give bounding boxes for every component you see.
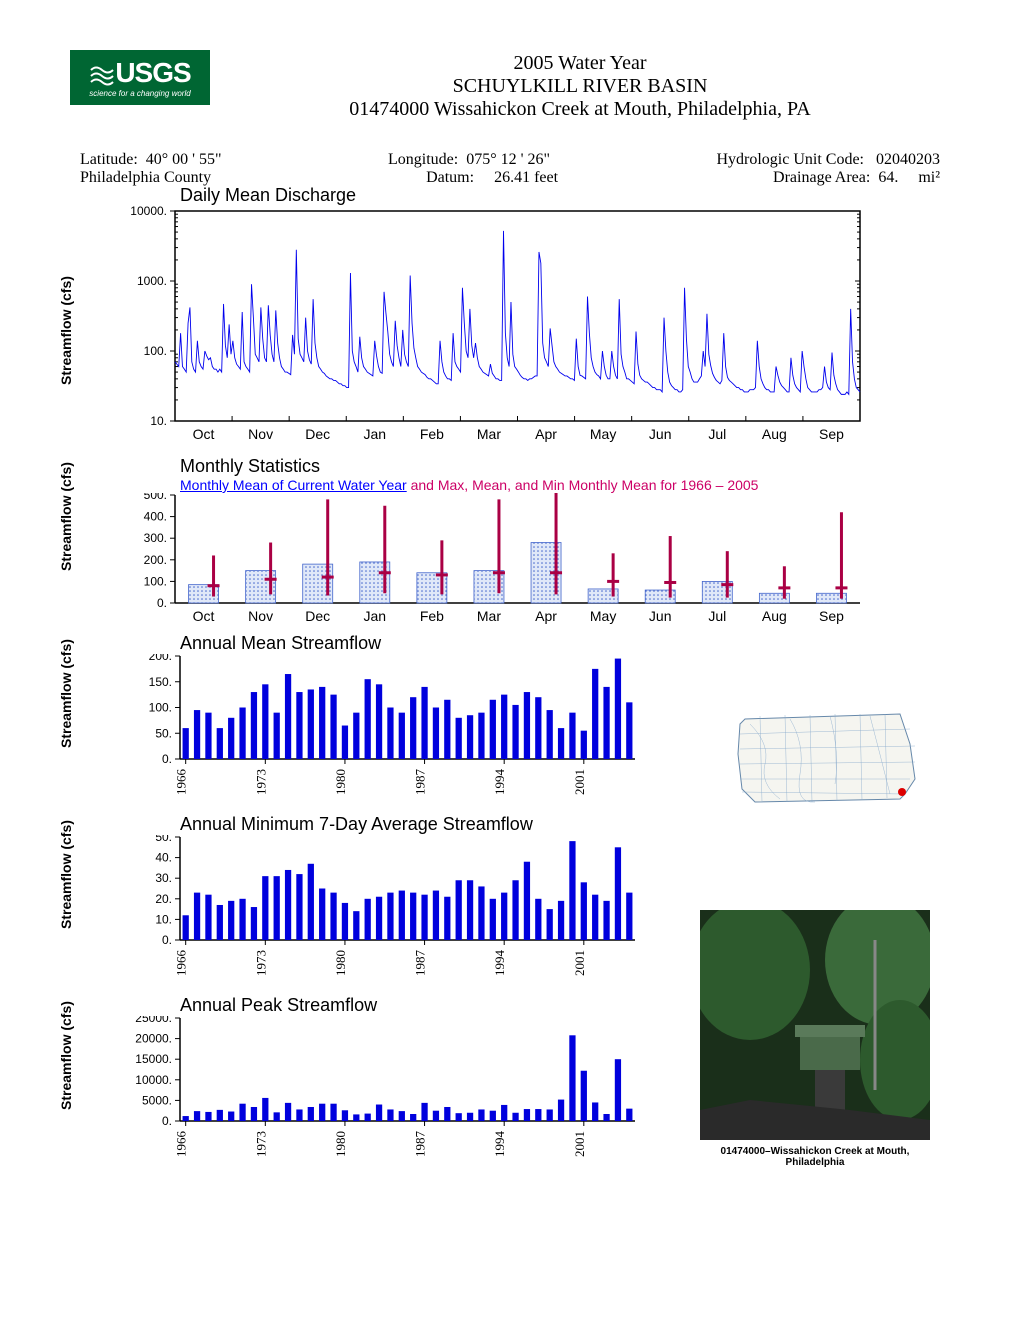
annual-min7-chart: 0. 10. 20. 30. 40. 50. 1966 1973 1980 1987 1994 200… xyxy=(80,835,640,995)
svg-text:2001: 2001 xyxy=(572,950,587,976)
svg-text:1994: 1994 xyxy=(492,769,507,796)
svg-text:Nov: Nov xyxy=(248,426,273,442)
logo-text: USGS xyxy=(115,57,190,89)
svg-text:Jan: Jan xyxy=(364,608,387,624)
svg-text:Dec: Dec xyxy=(305,608,330,624)
svg-text:1966: 1966 xyxy=(174,1131,189,1158)
svg-text:Feb: Feb xyxy=(420,426,444,442)
monthly-ylabel: Streamflow (cfs) xyxy=(58,462,74,571)
annual-peak-chart: 0. 5000. 10000. 15000. 20000. 25000. 1966 1973 1… xyxy=(80,1016,640,1186)
svg-text:Feb: Feb xyxy=(420,608,444,624)
svg-text:15000.: 15000. xyxy=(135,1052,172,1066)
state-map xyxy=(730,704,930,814)
annual-mean-title: Annual Mean Streamflow xyxy=(80,633,1020,654)
daily-ylabel: Streamflow (cfs) xyxy=(58,276,74,385)
svg-text:1987: 1987 xyxy=(413,950,428,977)
photo-caption: 01474000–Wissahickon Creek at Mouth, Phi… xyxy=(700,1146,930,1168)
svg-text:1966: 1966 xyxy=(174,769,189,796)
svg-text:200.: 200. xyxy=(149,654,172,663)
svg-text:1980: 1980 xyxy=(333,769,348,795)
svg-text:0.: 0. xyxy=(157,596,167,610)
svg-text:1994: 1994 xyxy=(492,950,507,977)
monthly-chart: 0. 100. 200. 300. 400. 500. Oct Nov Dec Jan Feb Mar… xyxy=(80,493,870,633)
svg-text:Apr: Apr xyxy=(535,426,557,442)
svg-text:Apr: Apr xyxy=(535,608,557,624)
svg-text:10.: 10. xyxy=(150,414,167,428)
annual-mean-ylabel: Streamflow (cfs) xyxy=(58,639,74,748)
svg-text:200.: 200. xyxy=(144,553,167,567)
svg-text:1987: 1987 xyxy=(413,769,428,796)
meta-row-1: Latitude: 40° 00 ' 55" Longitude: 075° 1… xyxy=(80,151,940,169)
svg-text:Aug: Aug xyxy=(762,608,787,624)
svg-text:30.: 30. xyxy=(155,871,172,885)
svg-text:10000.: 10000. xyxy=(135,1073,172,1087)
svg-text:1000.: 1000. xyxy=(137,274,167,288)
svg-text:150.: 150. xyxy=(149,675,172,689)
title-line-3: 01474000 Wissahickon Creek at Mouth, Phi… xyxy=(210,98,950,121)
svg-text:Jun: Jun xyxy=(649,426,672,442)
svg-text:Jul: Jul xyxy=(708,608,726,624)
daily-chart: 10. 100. 1000. 10000. Oct Nov Dec Jan Feb Mar Apr M… xyxy=(80,206,870,456)
svg-text:1980: 1980 xyxy=(333,950,348,976)
svg-text:1973: 1973 xyxy=(253,769,268,795)
svg-text:25000.: 25000. xyxy=(135,1016,172,1025)
svg-text:400.: 400. xyxy=(144,510,167,524)
daily-title: Daily Mean Discharge xyxy=(80,185,1020,206)
svg-text:2001: 2001 xyxy=(572,1131,587,1157)
svg-text:Jan: Jan xyxy=(364,426,387,442)
svg-text:Dec: Dec xyxy=(305,426,330,442)
svg-text:100.: 100. xyxy=(144,574,167,588)
svg-text:May: May xyxy=(590,426,616,442)
svg-text:100.: 100. xyxy=(144,344,167,358)
svg-text:Mar: Mar xyxy=(477,608,501,624)
svg-text:May: May xyxy=(590,608,616,624)
monthly-title: Monthly Statistics xyxy=(80,456,1020,477)
svg-text:5000.: 5000. xyxy=(142,1093,172,1107)
svg-text:0.: 0. xyxy=(162,933,172,947)
station-photo xyxy=(700,910,930,1140)
svg-text:1966: 1966 xyxy=(174,950,189,977)
annual-min7-title: Annual Minimum 7-Day Average Streamflow xyxy=(80,814,1020,835)
svg-text:Jun: Jun xyxy=(649,608,672,624)
svg-text:1994: 1994 xyxy=(492,1131,507,1158)
svg-text:40.: 40. xyxy=(155,851,172,865)
logo-tagline: science for a changing world xyxy=(89,89,190,98)
svg-text:1987: 1987 xyxy=(413,1131,428,1158)
annual-peak-ylabel: Streamflow (cfs) xyxy=(58,1001,74,1110)
svg-text:0.: 0. xyxy=(162,1114,172,1128)
svg-text:20000.: 20000. xyxy=(135,1032,172,1046)
svg-text:50.: 50. xyxy=(155,726,172,740)
svg-text:Sep: Sep xyxy=(819,608,844,624)
svg-text:100.: 100. xyxy=(149,701,172,715)
annual-min7-ylabel: Streamflow (cfs) xyxy=(58,820,74,929)
svg-text:Oct: Oct xyxy=(193,426,215,442)
svg-text:50.: 50. xyxy=(155,835,172,844)
svg-text:20.: 20. xyxy=(155,892,172,906)
svg-text:300.: 300. xyxy=(144,531,167,545)
svg-text:500.: 500. xyxy=(144,493,167,502)
monthly-subtitle: Monthly Mean of Current Water Year and M… xyxy=(80,477,1020,493)
svg-text:2001: 2001 xyxy=(572,769,587,795)
usgs-logo: USGS science for a changing world xyxy=(70,50,210,105)
svg-text:1973: 1973 xyxy=(253,1131,268,1157)
svg-text:Jul: Jul xyxy=(708,426,726,442)
title-block: 2005 Water Year SCHUYLKILL RIVER BASIN 0… xyxy=(210,50,950,121)
annual-mean-chart: 0. 50. 100. 150. 200. 1966 1973 1980 1987 1994 200… xyxy=(80,654,640,814)
title-line-1: 2005 Water Year xyxy=(210,52,950,75)
svg-text:1973: 1973 xyxy=(253,950,268,976)
title-line-2: SCHUYLKILL RIVER BASIN xyxy=(210,75,950,98)
svg-text:Aug: Aug xyxy=(762,426,787,442)
svg-text:10.: 10. xyxy=(155,912,172,926)
svg-text:0.: 0. xyxy=(162,752,172,766)
svg-text:Mar: Mar xyxy=(477,426,501,442)
svg-text:Nov: Nov xyxy=(248,608,273,624)
svg-text:1980: 1980 xyxy=(333,1131,348,1157)
svg-text:10000.: 10000. xyxy=(130,206,167,218)
svg-text:Oct: Oct xyxy=(193,608,215,624)
svg-text:Sep: Sep xyxy=(819,426,844,442)
